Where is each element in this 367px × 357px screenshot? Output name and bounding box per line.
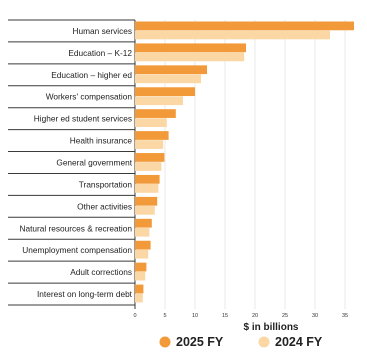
bar-prior	[135, 184, 159, 193]
x-tick-label: 25	[282, 313, 288, 319]
bar-prior	[135, 30, 330, 40]
bar-prior	[135, 140, 164, 149]
x-tick-labels: 0 5 10 15 20 25 30 35	[133, 313, 348, 319]
bars	[135, 21, 354, 303]
bar-current	[135, 65, 207, 75]
legend-label: 2024 FY	[275, 335, 323, 349]
category-label: Adult corrections	[70, 267, 132, 277]
x-tick-label: 30	[312, 313, 318, 319]
x-tick-label: 0	[133, 313, 136, 319]
bar-prior	[135, 96, 183, 106]
bar-current	[135, 284, 144, 294]
category-labels: Human services Education – K-12 Education …	[19, 26, 132, 299]
bar-prior	[135, 118, 167, 128]
bar-prior	[135, 293, 143, 303]
bar-current	[135, 240, 151, 250]
legend: 2025 FY 2024 FY	[159, 335, 323, 349]
bar-current	[135, 87, 195, 97]
chart-background	[0, 19, 135, 306]
grid-lines	[134, 20, 346, 309]
bar-current	[135, 196, 158, 206]
legend-swatch	[258, 336, 270, 348]
bar-prior	[135, 52, 245, 62]
bar-current	[135, 262, 147, 272]
bar-prior	[135, 227, 150, 237]
bar-prior	[135, 205, 155, 215]
category-label: Education – higher ed	[51, 70, 132, 80]
category-label: Unemployment compensation	[22, 245, 132, 255]
bar-current	[135, 109, 176, 118]
x-tick-label: 10	[192, 313, 198, 319]
bar-current	[135, 218, 152, 228]
bar-current	[135, 131, 169, 140]
bar-prior	[135, 271, 146, 281]
label-column	[0, 20, 135, 305]
x-tick-label: 15	[222, 313, 228, 319]
category-label: Human services	[73, 26, 132, 36]
category-label: Education – K-12	[68, 48, 132, 58]
legend-swatch	[159, 336, 171, 348]
category-label: Workers' compensation	[46, 92, 133, 102]
category-label: Health insurance	[70, 136, 133, 146]
x-tick-label: 35	[342, 313, 348, 319]
bar-current	[135, 174, 160, 184]
category-label: Natural resources & recreation	[19, 223, 132, 233]
category-label: Higher ed student services	[34, 114, 132, 124]
x-tick-label: 5	[163, 313, 166, 319]
category-label: General government	[56, 158, 132, 168]
bar-prior	[135, 162, 162, 171]
legend-label: 2025 FY	[176, 335, 224, 349]
category-label: Transportation	[79, 179, 133, 189]
bar-prior	[135, 249, 149, 259]
bar-current	[135, 21, 354, 31]
category-label: Interest on long-term debt	[37, 289, 133, 299]
category-label: Other activities	[77, 201, 132, 211]
x-axis-title: $ in billions	[243, 322, 298, 333]
bar-prior	[135, 74, 201, 84]
bar-current	[135, 153, 165, 162]
x-tick-label: 20	[252, 313, 258, 319]
bar-current	[135, 43, 246, 53]
